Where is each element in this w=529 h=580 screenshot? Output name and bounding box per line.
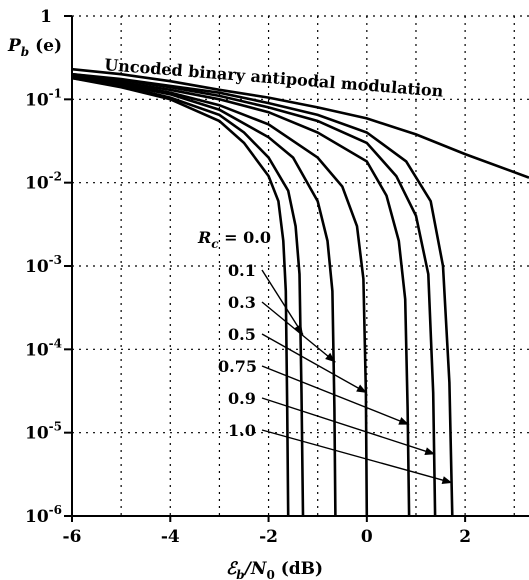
- rate-arrow: [261, 397, 436, 455]
- x-tick-label: 0: [361, 527, 373, 547]
- x-tick-label: -6: [63, 527, 82, 547]
- series-rc-0.75: [71, 74, 411, 517]
- x-tick-label: -4: [161, 527, 180, 547]
- y-axis-title: Pb (e): [7, 36, 62, 59]
- series-uncoded: [71, 67, 529, 179]
- rate-label: 0.5: [228, 325, 256, 344]
- y-tick-label: 10-6: [25, 503, 62, 527]
- y-tick-label: 10-3: [25, 253, 62, 277]
- arrow-head: [441, 476, 453, 485]
- rc-label: Rc = 0.0: [197, 228, 271, 251]
- y-tick-label: 10-2: [25, 170, 62, 194]
- series-rc-0: [71, 76, 290, 517]
- rate-arrow: [261, 269, 304, 336]
- rate-label: 0.9: [228, 389, 256, 408]
- rate-label: 0.1: [228, 261, 256, 280]
- arrow-head: [356, 384, 367, 393]
- tick-labels: 1 10-1 10-2 10-3 10-4 10-5 10-6-6 -4 -2 0 2: [25, 7, 471, 547]
- rate-arrow: [261, 333, 368, 394]
- arrow-head: [424, 447, 436, 456]
- rate-label: 0.75: [218, 357, 257, 376]
- rate-arrow: [261, 429, 453, 484]
- axes: [64, 15, 529, 522]
- arrow-head: [325, 352, 336, 363]
- curves: [71, 67, 529, 517]
- y-tick-label: 1: [40, 7, 52, 27]
- y-tick-label: 10-4: [25, 336, 62, 360]
- series-rc-0.3: [71, 74, 337, 517]
- x-tick-label: 2: [459, 527, 471, 547]
- x-axis-title: ℰb/N0 (dB): [226, 559, 323, 580]
- arrow-head: [294, 324, 303, 335]
- y-tick-label: 10-5: [25, 420, 62, 444]
- rate-arrow: [261, 301, 336, 363]
- rate-label: 1.0: [228, 421, 256, 440]
- arrow-head: [398, 417, 410, 425]
- y-tick-label: 10-1: [25, 86, 62, 110]
- rate-label: 0.3: [228, 293, 256, 312]
- series-rc-1: [71, 72, 454, 517]
- rate-arrow: [261, 365, 410, 426]
- series-rc-0.1: [71, 76, 305, 517]
- x-tick-label: -2: [259, 527, 278, 547]
- series-rc-0.5: [71, 74, 369, 517]
